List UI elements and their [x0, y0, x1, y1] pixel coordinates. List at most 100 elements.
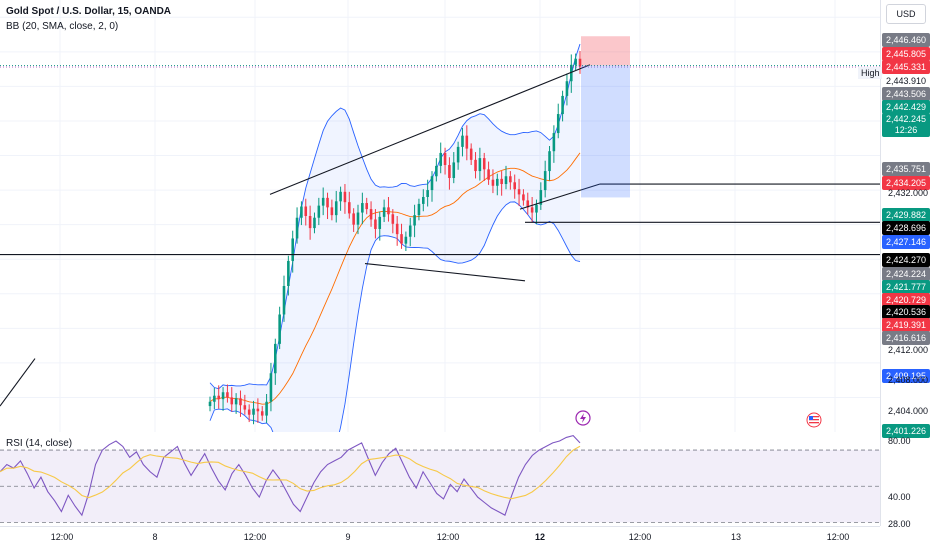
candle — [561, 95, 564, 115]
price-chart[interactable] — [0, 0, 880, 432]
candle — [478, 158, 482, 172]
candle — [247, 409, 251, 415]
candle — [430, 176, 434, 191]
candle — [334, 201, 338, 216]
price-badge: 2,420.536 — [882, 305, 930, 319]
rsi-tick: 40.00 — [888, 492, 911, 502]
candle — [361, 203, 364, 213]
candle — [452, 162, 456, 178]
price-tick: 2,408.000 — [888, 375, 929, 385]
price-badge: 2,446.460 — [882, 33, 930, 47]
time-label: 9 — [345, 532, 351, 542]
bollinger-bands — [209, 43, 581, 432]
candle — [456, 146, 460, 163]
candle — [500, 178, 503, 185]
bb-legend[interactable]: BB (20, SMA, close, 2, 0) — [6, 21, 119, 32]
price-tick: 2,412.000 — [888, 345, 929, 355]
candle — [487, 169, 490, 180]
candle — [435, 165, 438, 177]
candle — [265, 401, 268, 416]
countdown: 12:26 — [894, 125, 918, 135]
price-badge: 2,445.331 — [882, 60, 930, 74]
price-badge: 2,424.270 — [882, 253, 930, 267]
rsi-tick: 80.00 — [888, 436, 911, 446]
price-tick: 2,432.000 — [888, 188, 929, 198]
candle — [221, 392, 225, 400]
candle — [465, 135, 469, 149]
candle — [387, 207, 390, 215]
channel-lower-line — [364, 262, 526, 282]
candle — [278, 314, 281, 344]
rsi-pane[interactable] — [0, 432, 880, 526]
time-label: 12:00 — [436, 532, 460, 542]
candle — [543, 171, 547, 191]
symbol-legend[interactable]: Gold Spot / U.S. Dollar, 15, OANDA — [6, 6, 172, 17]
candle — [574, 58, 577, 65]
price-badge: 2,420.729 — [882, 293, 930, 307]
candle — [504, 176, 508, 185]
candle — [304, 206, 308, 216]
candle — [282, 285, 286, 315]
us-flag-event-icon[interactable] — [806, 412, 822, 428]
candle — [461, 135, 464, 147]
candle — [539, 190, 543, 205]
trend-line — [0, 358, 36, 407]
time-label: 12:00 — [826, 532, 850, 542]
candle — [426, 190, 429, 197]
candle — [391, 214, 395, 224]
candle — [526, 200, 530, 208]
price-badge: 2,424.224 — [882, 267, 930, 281]
candle — [352, 213, 355, 225]
candle — [343, 191, 347, 203]
candle — [356, 212, 360, 225]
candle — [556, 114, 560, 134]
price-badge: 2,443.506 — [882, 87, 930, 101]
candle — [448, 165, 451, 178]
candle — [548, 151, 551, 172]
candle — [269, 373, 273, 402]
candle — [513, 182, 516, 190]
candle — [469, 148, 473, 160]
time-label: 12:00 — [243, 532, 267, 542]
price-badge: 2,434.205 — [882, 176, 930, 190]
take-profit-zone — [581, 65, 630, 198]
candles — [208, 50, 582, 425]
rsi-ma-line — [0, 445, 581, 500]
candle — [274, 343, 277, 374]
candle — [404, 236, 408, 244]
drawing-overlay — [0, 36, 880, 407]
lightning-event-icon[interactable] — [575, 410, 591, 426]
candle — [491, 179, 495, 186]
candle — [252, 408, 255, 415]
price-badge: 2,416.616 — [882, 331, 930, 345]
candle — [422, 196, 425, 204]
time-label: 12:00 — [50, 532, 74, 542]
candle — [217, 395, 220, 400]
price-badge: 2,442.245 12:26 — [882, 113, 930, 137]
candle — [522, 194, 525, 201]
rsi-line — [0, 434, 581, 517]
rsi-levels — [0, 449, 880, 523]
rsi-legend[interactable]: RSI (14, close) — [6, 438, 73, 449]
candle — [321, 197, 325, 206]
candle — [509, 176, 512, 183]
candle — [395, 223, 399, 235]
candle — [482, 158, 486, 170]
price-badge: 2,428.696 — [882, 221, 930, 235]
candle — [300, 206, 303, 218]
candle — [291, 238, 294, 261]
candle — [326, 197, 329, 208]
candle — [443, 152, 447, 166]
time-axis[interactable] — [0, 526, 880, 551]
candle — [369, 209, 373, 220]
candle — [239, 398, 242, 406]
price-badge: 2,443.910 — [882, 74, 930, 88]
bb-fill — [210, 44, 580, 432]
candle — [295, 217, 299, 239]
currency-button[interactable]: USD — [886, 4, 926, 24]
candle — [570, 64, 573, 82]
high-label: High — [858, 67, 883, 79]
time-label: 8 — [152, 532, 158, 542]
candle — [313, 217, 316, 229]
candle — [417, 203, 421, 216]
